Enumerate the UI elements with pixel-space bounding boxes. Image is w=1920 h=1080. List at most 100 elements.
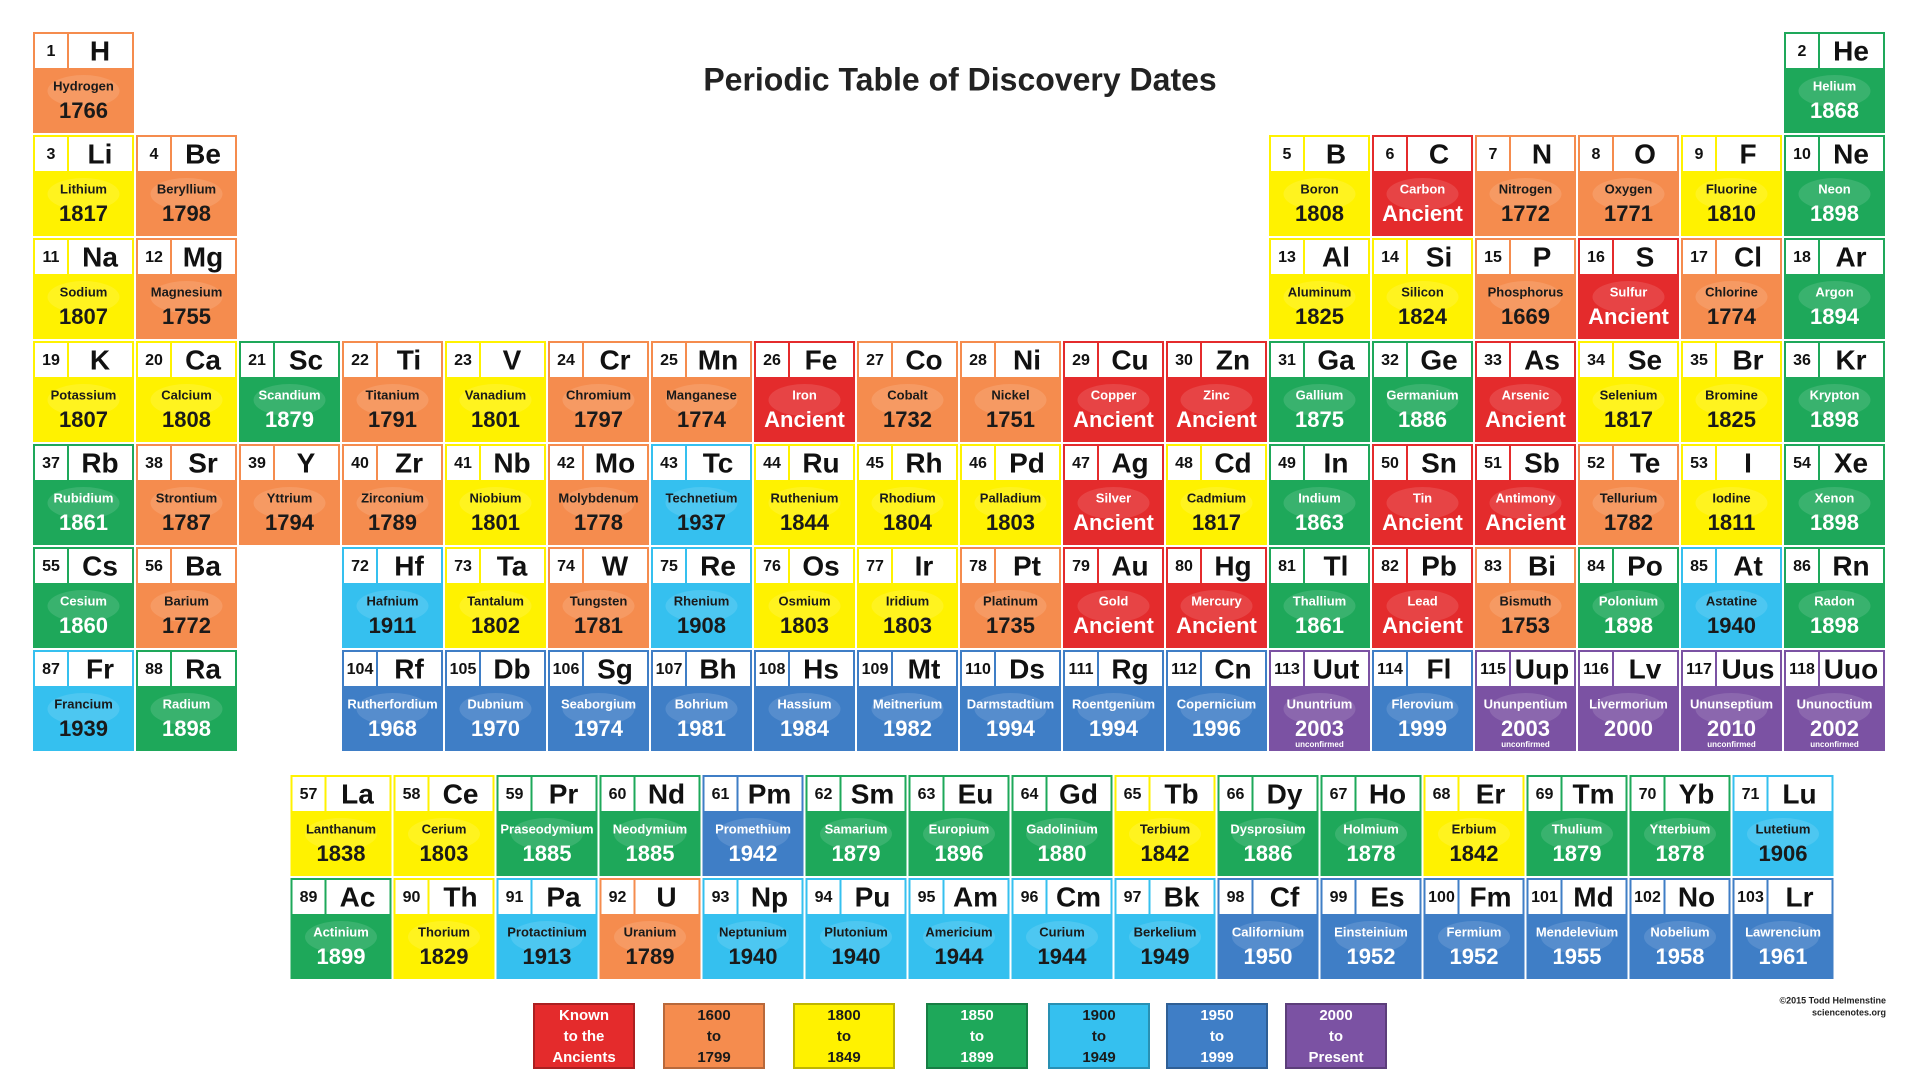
cell-header: [702, 878, 804, 916]
cell-body: [1578, 686, 1679, 751]
cell-body: [908, 914, 1010, 979]
discovery-year: 1803: [420, 841, 469, 866]
discovery-year: 1817: [59, 201, 108, 226]
element-symbol: Db: [493, 653, 530, 684]
atomic-number: 113: [1274, 661, 1300, 678]
discovery-year: 1810: [1707, 201, 1756, 226]
element-symbol: Mo: [595, 447, 635, 478]
element-name: Potassium: [51, 387, 117, 402]
cell-body: [1372, 480, 1473, 545]
cell-glow: [923, 921, 995, 953]
cell-glow: [614, 921, 686, 953]
element-cell: 8 O Oxygen 1771: [1578, 135, 1679, 236]
element-cell: 83 Bi Bismuth 1753: [1475, 547, 1576, 648]
cell-glow: [1129, 818, 1201, 850]
element-cell: 66 Dy Dysprosium 1886: [1217, 775, 1319, 876]
element-symbol: Ds: [1009, 653, 1045, 684]
cell-header: [702, 775, 804, 813]
cell-glow: [150, 590, 223, 622]
element-symbol: Ag: [1111, 447, 1148, 478]
element-symbol: Bh: [699, 653, 736, 684]
atomic-number: 49: [1278, 455, 1296, 472]
atomic-number: 50: [1381, 455, 1399, 472]
element-name: Tin: [1413, 490, 1432, 505]
cell-glow: [1489, 178, 1562, 210]
element-symbol: Bi: [1528, 550, 1556, 581]
element-name: Cesium: [60, 593, 107, 608]
element-symbol: Cm: [1056, 881, 1101, 912]
element-cell: 50 Sn Tin Ancient: [1372, 444, 1473, 545]
legend-swatch: [926, 1003, 1028, 1069]
cell-glow: [1798, 590, 1871, 622]
atomic-number: 16: [1587, 249, 1605, 266]
element-symbol: Cd: [1214, 447, 1251, 478]
element-note: unconfirmed: [1810, 740, 1859, 749]
cell-glow: [1283, 178, 1356, 210]
discovery-year: 1789: [368, 510, 417, 535]
discovery-year: 1803: [883, 613, 932, 638]
atomic-number: 9: [1695, 146, 1704, 163]
element-name: Astatine: [1706, 593, 1757, 608]
discovery-year: Ancient: [1073, 613, 1154, 638]
element-cell: 81 Tl Thallium 1861: [1269, 547, 1370, 648]
atomic-number: 75: [660, 558, 678, 575]
cell-glow: [974, 590, 1047, 622]
legend-label: Known: [559, 1007, 609, 1024]
atomic-number: 2: [1798, 43, 1807, 60]
element-cell: 49 In Indium 1863: [1269, 444, 1370, 545]
element-symbol: Sr: [188, 447, 218, 478]
cell-body: [754, 377, 855, 442]
element-cell: 73 Ta Tantalum 1802: [445, 547, 546, 648]
element-name: Cadmium: [1187, 490, 1246, 505]
element-cell: 11 Na Sodium 1807: [33, 238, 134, 339]
discovery-year: 1961: [1759, 944, 1808, 969]
cell-header: [1320, 878, 1422, 916]
cell-glow: [1283, 590, 1356, 622]
atomic-number: 116: [1583, 661, 1609, 678]
legend-label: Ancients: [552, 1049, 615, 1066]
element-cell: 69 Tm Thulium 1879: [1526, 775, 1628, 876]
element-symbol: Tc: [703, 447, 734, 478]
discovery-year: 1958: [1656, 944, 1705, 969]
element-cell: 109 Mt Meitnerium 1982: [857, 650, 958, 751]
element-cell: 80 Hg Mercury Ancient: [1166, 547, 1267, 648]
cell-body: [1269, 583, 1370, 648]
discovery-year: 1944: [935, 944, 985, 969]
atomic-number: 97: [1124, 889, 1142, 906]
element-name: Zirconium: [361, 490, 424, 505]
discovery-year: Ancient: [1176, 613, 1257, 638]
cell-body: [1217, 811, 1319, 876]
cell-header: [1578, 547, 1679, 585]
element-symbol: Re: [700, 550, 736, 581]
discovery-year: 1940: [729, 944, 778, 969]
element-symbol: Sm: [851, 778, 895, 809]
discovery-year: 1817: [1192, 510, 1241, 535]
element-name: Chromium: [566, 387, 631, 402]
element-cell: 54 Xe Xenon 1898: [1784, 444, 1885, 545]
element-name: Dubnium: [467, 696, 523, 711]
atomic-number: 11: [43, 249, 60, 266]
atomic-number: 19: [42, 352, 60, 369]
element-symbol: Ne: [1833, 138, 1869, 169]
legend-item: 1850 to 1899: [926, 1003, 1028, 1069]
element-cell: 34 Se Selenium 1817: [1578, 341, 1679, 442]
cell-body: [1063, 480, 1164, 545]
element-name: Xenon: [1815, 490, 1855, 505]
element-cell: 27 Co Cobalt 1732: [857, 341, 958, 442]
atomic-number: 94: [815, 889, 833, 906]
cell-body: [908, 811, 1010, 876]
atomic-number: 53: [1690, 455, 1708, 472]
legend-label: to: [1210, 1028, 1224, 1045]
element-symbol: Ce: [443, 778, 479, 809]
atomic-number: 37: [42, 455, 60, 472]
cell-glow: [356, 487, 429, 519]
cell-body: [496, 914, 598, 979]
element-name: Calcium: [161, 387, 212, 402]
element-name: Thorium: [418, 924, 470, 939]
element-symbol: Cr: [599, 344, 630, 375]
element-symbol: Fe: [805, 344, 838, 375]
atomic-number: 107: [656, 661, 683, 678]
cell-body: [960, 583, 1061, 648]
cell-glow: [1026, 818, 1098, 850]
discovery-year: 1808: [162, 407, 211, 432]
